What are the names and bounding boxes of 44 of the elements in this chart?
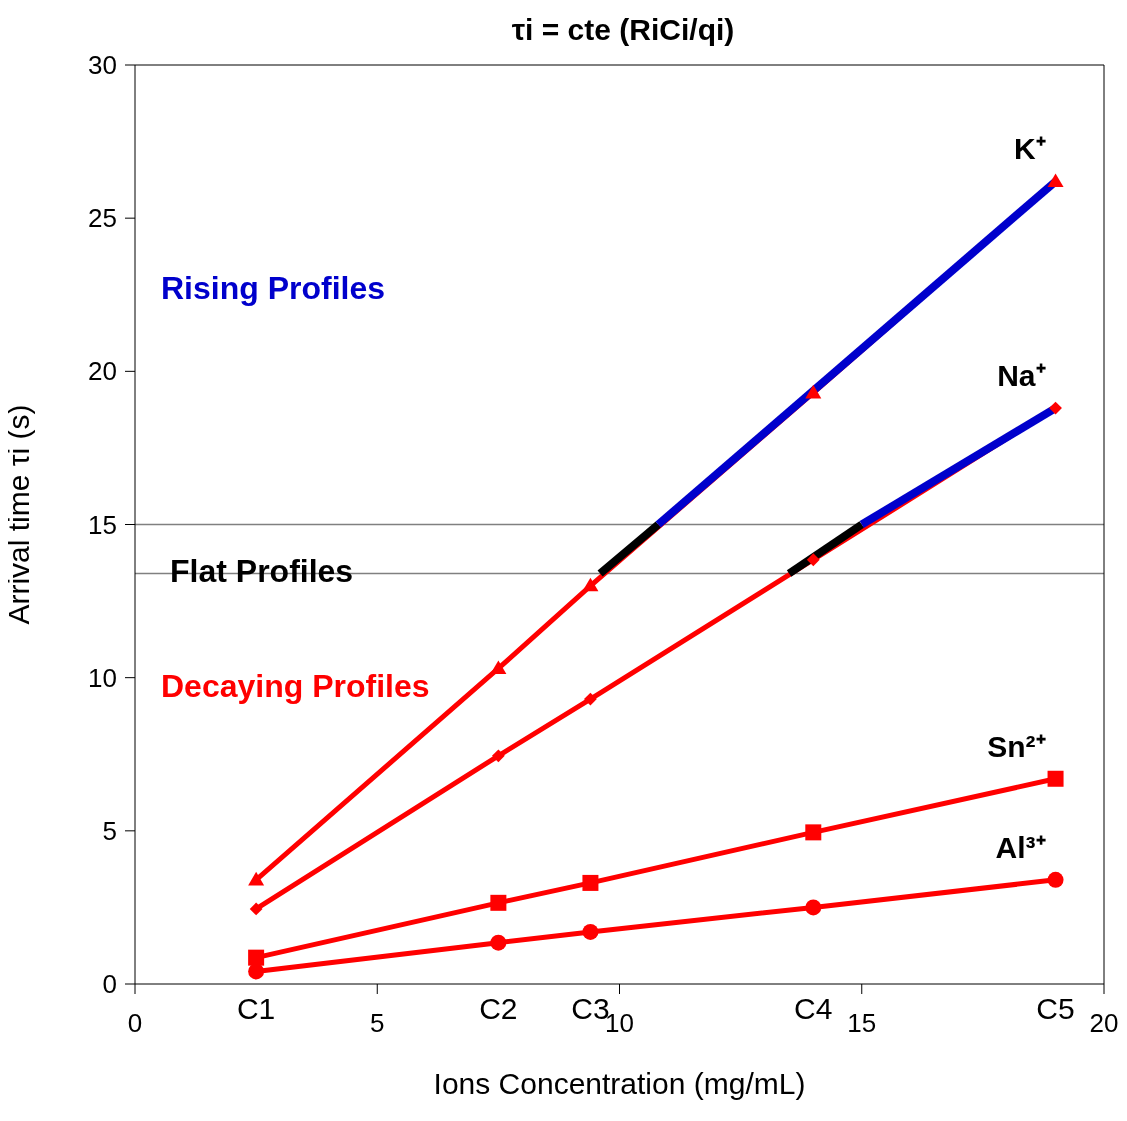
x-tick-label: 5: [370, 1008, 385, 1038]
x-axis-title: Ions Concentration (mg/mL): [433, 1067, 806, 1100]
point: [1047, 770, 1064, 787]
point: [248, 871, 265, 886]
point: [584, 692, 597, 706]
point: [1047, 871, 1064, 888]
text: C4: [794, 992, 833, 1025]
series-label: Sn²⁺: [987, 729, 1046, 763]
x-tick-label: 0: [127, 1008, 143, 1038]
point: [1047, 173, 1064, 188]
x-tick-label: 20: [1089, 1008, 1119, 1038]
point: [490, 934, 507, 951]
point: [491, 749, 505, 763]
point: [805, 824, 822, 841]
y-tick-label: 25: [88, 203, 117, 234]
point: [805, 384, 822, 399]
chart-title: τi = cte (RiCi/qi): [510, 12, 736, 48]
series-label: K⁺: [1013, 132, 1046, 166]
y-tick-label: 10: [88, 662, 117, 693]
y-tick-label: 15: [88, 509, 117, 540]
point: [805, 899, 822, 916]
annotation: Decaying Profiles: [161, 668, 430, 704]
point: [249, 902, 263, 916]
y-tick-label: 20: [88, 356, 117, 387]
y-tick-label: 30: [88, 50, 117, 80]
point: [582, 874, 599, 891]
annotation: Rising Profiles: [161, 270, 386, 306]
x-tick-label: 15: [847, 1008, 877, 1038]
point: [1049, 401, 1062, 415]
point: [490, 894, 507, 911]
point: [248, 963, 265, 980]
point: [806, 553, 820, 567]
text: C1: [235, 992, 277, 1026]
point: [248, 949, 265, 966]
annotation: Flat Profiles: [170, 553, 354, 589]
series-label: Na⁺: [997, 359, 1046, 393]
y-tick-label: 0: [102, 969, 117, 999]
point: [490, 660, 507, 675]
point: [582, 577, 599, 592]
text: C2: [478, 992, 519, 1026]
series-label: Al³⁺: [995, 830, 1046, 864]
y-tick-label: 5: [102, 815, 117, 846]
text: C5: [1036, 992, 1075, 1025]
point: [582, 923, 599, 940]
